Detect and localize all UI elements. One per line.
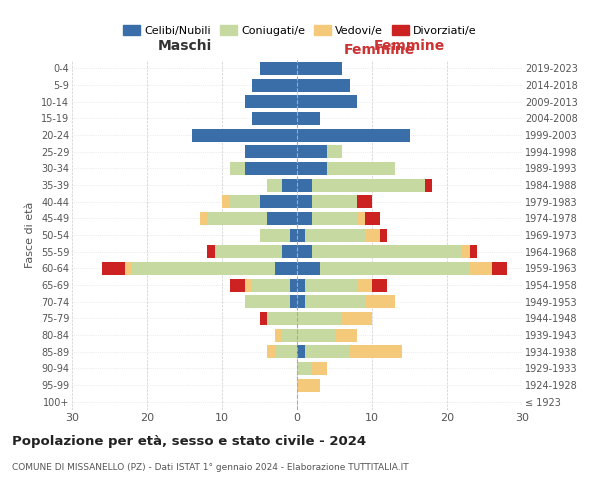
Bar: [380, 228, 387, 241]
Bar: [312, 245, 462, 258]
Bar: [365, 212, 380, 225]
Bar: [297, 278, 305, 291]
Bar: [335, 328, 357, 342]
Bar: [372, 278, 387, 291]
Bar: [297, 362, 312, 375]
Bar: [492, 262, 507, 275]
Bar: [297, 62, 342, 75]
Bar: [365, 295, 395, 308]
Text: Femmine: Femmine: [343, 42, 415, 56]
Bar: [365, 228, 380, 241]
Bar: [327, 145, 342, 158]
Bar: [462, 245, 470, 258]
Bar: [312, 212, 357, 225]
Bar: [297, 328, 335, 342]
Bar: [252, 112, 297, 125]
Bar: [312, 362, 327, 375]
Bar: [297, 95, 357, 108]
Bar: [199, 212, 207, 225]
Bar: [297, 245, 312, 258]
Bar: [297, 112, 320, 125]
Legend: Celibi/Nubili, Coniugati/e, Vedovi/e, Divorziati/e: Celibi/Nubili, Coniugati/e, Vedovi/e, Di…: [119, 20, 481, 40]
Bar: [207, 212, 267, 225]
Bar: [252, 278, 290, 291]
Bar: [282, 178, 297, 192]
Bar: [229, 278, 245, 291]
Bar: [290, 228, 297, 241]
Bar: [349, 345, 402, 358]
Bar: [305, 228, 365, 241]
Bar: [297, 128, 409, 141]
Bar: [297, 145, 327, 158]
Bar: [102, 262, 125, 275]
Bar: [297, 295, 305, 308]
Bar: [297, 178, 312, 192]
Bar: [267, 178, 282, 192]
Bar: [260, 62, 297, 75]
Text: Popolazione per età, sesso e stato civile - 2024: Popolazione per età, sesso e stato civil…: [12, 435, 366, 448]
Bar: [260, 228, 290, 241]
Bar: [357, 278, 372, 291]
Bar: [245, 145, 297, 158]
Bar: [245, 95, 297, 108]
Bar: [252, 78, 297, 92]
Bar: [282, 328, 297, 342]
Bar: [297, 378, 320, 392]
Bar: [267, 212, 297, 225]
Bar: [327, 162, 395, 175]
Bar: [357, 212, 365, 225]
Y-axis label: Fasce di età: Fasce di età: [25, 202, 35, 268]
Bar: [320, 262, 470, 275]
Text: Maschi: Maschi: [157, 39, 212, 53]
Bar: [229, 162, 245, 175]
Bar: [425, 178, 432, 192]
Bar: [245, 295, 290, 308]
Bar: [297, 212, 312, 225]
Bar: [297, 162, 327, 175]
Bar: [312, 178, 425, 192]
Bar: [290, 278, 297, 291]
Bar: [267, 345, 275, 358]
Bar: [342, 312, 372, 325]
Text: Femmine: Femmine: [374, 39, 445, 53]
Bar: [297, 262, 320, 275]
Bar: [260, 312, 267, 325]
Bar: [312, 195, 357, 208]
Bar: [275, 262, 297, 275]
Bar: [260, 195, 297, 208]
Bar: [245, 162, 297, 175]
Bar: [357, 195, 372, 208]
Bar: [222, 195, 229, 208]
Bar: [282, 245, 297, 258]
Bar: [207, 245, 215, 258]
Bar: [192, 128, 297, 141]
Bar: [125, 262, 132, 275]
Bar: [297, 345, 305, 358]
Bar: [305, 295, 365, 308]
Bar: [297, 78, 349, 92]
Bar: [267, 312, 297, 325]
Bar: [297, 228, 305, 241]
Bar: [305, 345, 349, 358]
Bar: [275, 328, 282, 342]
Bar: [132, 262, 275, 275]
Bar: [297, 195, 312, 208]
Bar: [297, 312, 342, 325]
Bar: [245, 278, 252, 291]
Bar: [215, 245, 282, 258]
Bar: [275, 345, 297, 358]
Bar: [305, 278, 357, 291]
Bar: [290, 295, 297, 308]
Bar: [229, 195, 260, 208]
Bar: [470, 262, 492, 275]
Bar: [470, 245, 477, 258]
Text: COMUNE DI MISSANELLO (PZ) - Dati ISTAT 1° gennaio 2024 - Elaborazione TUTTITALIA: COMUNE DI MISSANELLO (PZ) - Dati ISTAT 1…: [12, 462, 409, 471]
